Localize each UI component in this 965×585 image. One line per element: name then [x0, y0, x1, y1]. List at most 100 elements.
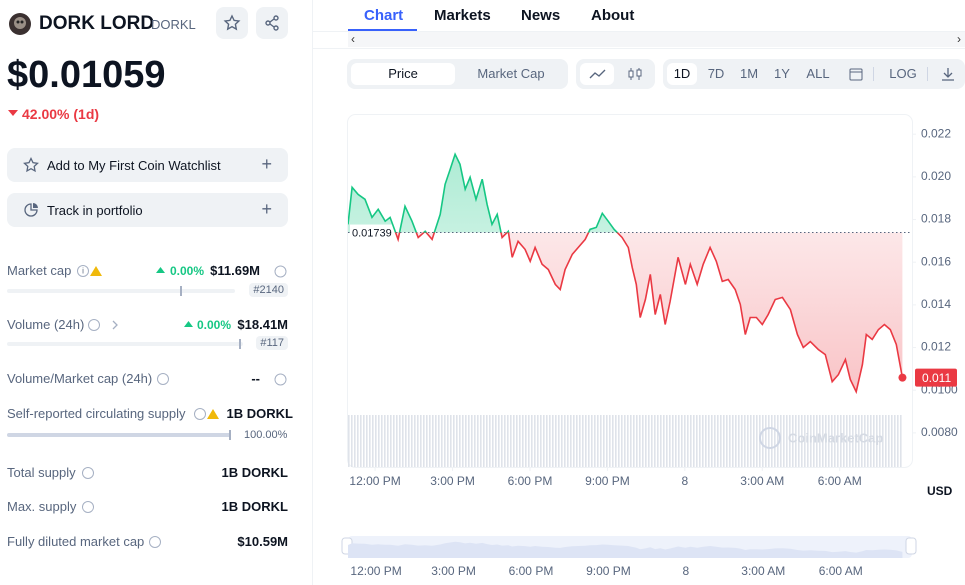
progress-bar [7, 286, 235, 296]
toggle-option[interactable]: Market Cap [477, 66, 545, 81]
last-point [898, 373, 907, 382]
watchlist-text: Add to My First Coin Watchlist [47, 158, 221, 173]
log-button[interactable]: LOG [889, 66, 917, 81]
info-icon [88, 319, 118, 331]
y-tick-label: 0.012 [921, 340, 951, 354]
stat-label: Market cap [7, 263, 72, 278]
watchlist-star[interactable] [216, 7, 248, 39]
stat-value: -- [251, 371, 260, 386]
stat-label: Max. supply [7, 499, 77, 514]
coin-name: DORK LORD [39, 13, 155, 34]
line-style[interactable] [580, 63, 614, 85]
info-warning: i [77, 265, 102, 277]
progress-bar [7, 430, 231, 440]
price-line-up [348, 152, 619, 233]
stat-value: 1B DORKL [221, 499, 288, 514]
range-option[interactable]: ALL [806, 66, 830, 81]
stat-value: $18.41M [237, 317, 288, 332]
portfolio-text: Track in portfolio [47, 203, 143, 218]
stat-value: $11.69M [210, 263, 260, 278]
download-button[interactable] [935, 63, 961, 85]
navigator-tick-label: 12:00 PM [350, 564, 401, 578]
x-tick-label: 6:00 PM [508, 474, 553, 488]
stat-label: Volume (24h) [7, 317, 85, 332]
tab-underline [348, 29, 417, 31]
watermark [759, 427, 781, 449]
area-up [348, 154, 618, 233]
tab[interactable]: News [521, 7, 561, 24]
x-tick-label: 9:00 PM [585, 474, 630, 488]
rank-chip: #117 [256, 336, 288, 350]
navigator-tick-label: 6:00 AM [819, 564, 863, 578]
area-down [348, 232, 903, 392]
plot-frame [347, 114, 913, 468]
portfolio-button[interactable]: Track in portfolio + [7, 193, 288, 227]
price-change: 42.00% (1d) [22, 106, 100, 122]
stat-change: 0.00% [197, 318, 232, 332]
coin-symbol: DORKL [151, 17, 196, 32]
x-tick-label: 6:00 AM [818, 474, 862, 488]
supply-percent: 100.00% [244, 429, 288, 441]
toggle-option[interactable]: Price [351, 63, 455, 85]
x-tick-label: 12:00 PM [349, 474, 400, 488]
stat-label: Fully diluted market cap [7, 534, 145, 549]
y-tick-label: 0.022 [921, 126, 951, 140]
chart-toggle: Price Market Cap [347, 59, 568, 89]
navigator-tick-label: 9:00 PM [586, 564, 631, 578]
watchlist-button[interactable]: Add to My First Coin Watchlist + [7, 148, 288, 182]
tab[interactable]: Markets [434, 7, 491, 24]
stat-value: $10.59M [237, 534, 288, 549]
chart-style [576, 59, 655, 89]
watermark-text: CoinMarketCap [788, 430, 883, 445]
range-option[interactable]: 7D [707, 66, 725, 81]
x-tick-label: 3:00 PM [430, 474, 475, 488]
candle-style[interactable] [618, 63, 652, 85]
x-tick-label: 8 [682, 474, 689, 488]
navigator-tick-label: 6:00 PM [509, 564, 554, 578]
down-arrow [8, 110, 18, 116]
volume-background [348, 415, 902, 467]
coin-panel: DORK LORD DORKL $0.01059 42.00% (1d) Add… [0, 0, 313, 585]
stat-label: Total supply [7, 465, 76, 480]
range-option[interactable]: 1M [739, 66, 759, 81]
stat-label: Self-reported circulating supply [7, 406, 186, 421]
stat-value: 1B DORKL [226, 406, 293, 421]
y-tick-label: 0.014 [921, 297, 951, 311]
divider [312, 48, 965, 49]
price: $0.01059 [7, 54, 166, 96]
range-option[interactable]: 1D [667, 63, 697, 85]
coin-logo [9, 13, 31, 35]
y-tick-label: 0.018 [921, 212, 951, 226]
rank-chip: #2140 [249, 283, 288, 297]
price-line-down [394, 232, 904, 395]
baseline-label-bg [350, 224, 396, 241]
navigator-tick-label: 3:00 AM [741, 564, 785, 578]
x-tick-label: 3:00 AM [740, 474, 784, 488]
navigator-tick-label: 8 [683, 564, 690, 578]
last-value-label: 0.011 [922, 371, 951, 385]
stat-value: 1B DORKL [221, 465, 288, 480]
last-value-box [915, 368, 957, 387]
svg-text:i: i [82, 267, 84, 276]
navigator-handle[interactable] [905, 537, 917, 555]
baseline-label: 0.01739 [352, 227, 392, 239]
navigator-line [348, 541, 903, 558]
progress-bar [7, 339, 243, 349]
share-button[interactable] [256, 7, 288, 39]
tab[interactable]: About [591, 7, 635, 24]
y-tick-label: 0.020 [921, 169, 951, 183]
stat-change: 0.00% [170, 264, 205, 278]
range-option[interactable]: 1Y [774, 66, 790, 81]
y-tick-label: 0.016 [921, 254, 951, 268]
calendar-button[interactable] [843, 63, 869, 85]
stat-label: Volume/Market cap (24h) [7, 371, 153, 386]
y-tick-label: 0.0080 [921, 425, 958, 439]
tab[interactable]: Chart [364, 7, 404, 24]
navigator-tick-label: 3:00 PM [431, 564, 476, 578]
scrollbar[interactable]: ‹ › [348, 32, 965, 47]
divider [312, 31, 965, 32]
range-selector: 1D 7D 1M 1Y ALL LOG [663, 59, 965, 89]
currency-label: USD [927, 484, 953, 498]
